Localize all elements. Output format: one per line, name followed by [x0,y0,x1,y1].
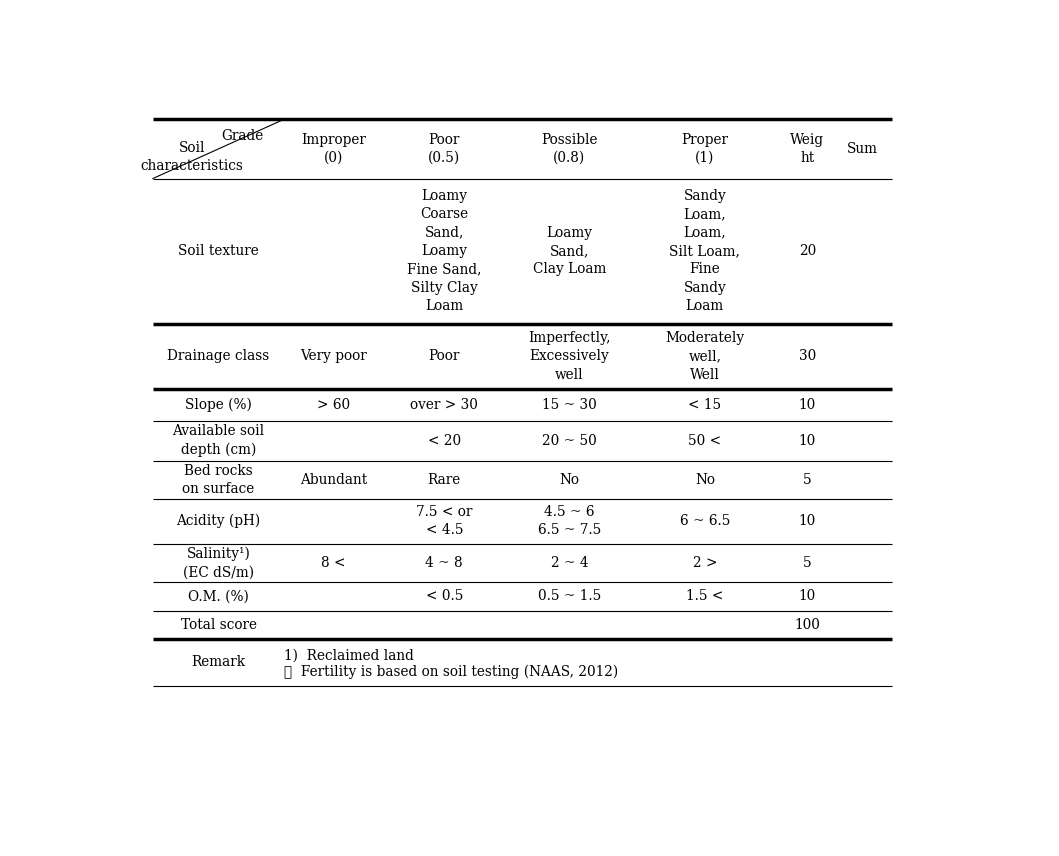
Text: Soil
characteristics: Soil characteristics [141,141,244,173]
Text: > 60: > 60 [317,398,351,413]
Text: 4.5 ~ 6
6.5 ~ 7.5: 4.5 ~ 6 6.5 ~ 7.5 [538,505,602,538]
Text: 10: 10 [798,434,816,448]
Text: Total score: Total score [180,618,256,632]
Text: 15 ~ 30: 15 ~ 30 [542,398,597,413]
Text: Slope (%): Slope (%) [185,398,252,413]
Text: 2 ~ 4: 2 ~ 4 [551,556,588,570]
Text: 5: 5 [803,473,812,487]
Text: Rare: Rare [428,473,461,487]
Text: Bed rocks
on surface: Bed rocks on surface [182,464,254,496]
Text: < 15: < 15 [688,398,721,413]
Text: No: No [695,473,715,487]
Text: Loamy
Sand,
Clay Loam: Loamy Sand, Clay Loam [533,226,606,276]
Text: 30: 30 [798,349,816,364]
Text: O.M. (%): O.M. (%) [189,590,249,603]
Text: 1.5 <: 1.5 < [686,590,723,603]
Text: 20 ~ 50: 20 ~ 50 [542,434,597,448]
Text: 4 ~ 8: 4 ~ 8 [426,556,463,570]
Text: 8 <: 8 < [321,556,345,570]
Text: Acidity (pH): Acidity (pH) [177,514,261,528]
Text: 1)  Reclaimed land: 1) Reclaimed land [284,649,414,663]
Text: 0.5 ~ 1.5: 0.5 ~ 1.5 [538,590,602,603]
Text: 50 <: 50 < [688,434,721,448]
Text: < 0.5: < 0.5 [426,590,463,603]
Text: 6 ~ 6.5: 6 ~ 6.5 [680,514,730,528]
Text: Remark: Remark [192,656,246,669]
Text: 10: 10 [798,514,816,528]
Text: Sandy
Loam,
Loam,
Silt Loam,
Fine
Sandy
Loam: Sandy Loam, Loam, Silt Loam, Fine Sandy … [669,189,740,313]
Text: Sum: Sum [847,142,878,156]
Text: < 20: < 20 [428,434,461,448]
Text: Proper
(1): Proper (1) [681,133,729,165]
Text: Very poor: Very poor [300,349,366,364]
Text: Weig
ht: Weig ht [790,133,825,165]
Text: ※  Fertility is based on soil testing (NAAS, 2012): ※ Fertility is based on soil testing (NA… [284,665,618,680]
Text: Imperfectly,
Excessively
well: Imperfectly, Excessively well [528,331,611,382]
Text: Improper
(0): Improper (0) [301,133,366,165]
Text: 20: 20 [798,244,816,258]
Text: Grade: Grade [221,129,264,143]
Text: Soil texture: Soil texture [178,244,259,258]
Text: Drainage class: Drainage class [167,349,270,364]
Text: Abundant: Abundant [300,473,367,487]
Text: Loamy
Coarse
Sand,
Loamy
Fine Sand,
Silty Clay
Loam: Loamy Coarse Sand, Loamy Fine Sand, Silt… [407,189,482,313]
Text: Poor: Poor [429,349,460,364]
Text: 10: 10 [798,590,816,603]
Text: Moderately
well,
Well: Moderately well, Well [665,331,744,382]
Text: Poor
(0.5): Poor (0.5) [428,133,461,165]
Text: 100: 100 [794,618,821,632]
Text: over > 30: over > 30 [410,398,479,413]
Text: 2 >: 2 > [693,556,717,570]
Text: 10: 10 [798,398,816,413]
Text: Available soil
depth (cm): Available soil depth (cm) [173,425,265,457]
Text: No: No [559,473,579,487]
Text: Possible
(0.8): Possible (0.8) [541,133,597,165]
Text: 5: 5 [803,556,812,570]
Text: Salinity¹)
(EC dS/m): Salinity¹) (EC dS/m) [183,546,254,580]
Text: 7.5 < or
< 4.5: 7.5 < or < 4.5 [416,505,472,538]
